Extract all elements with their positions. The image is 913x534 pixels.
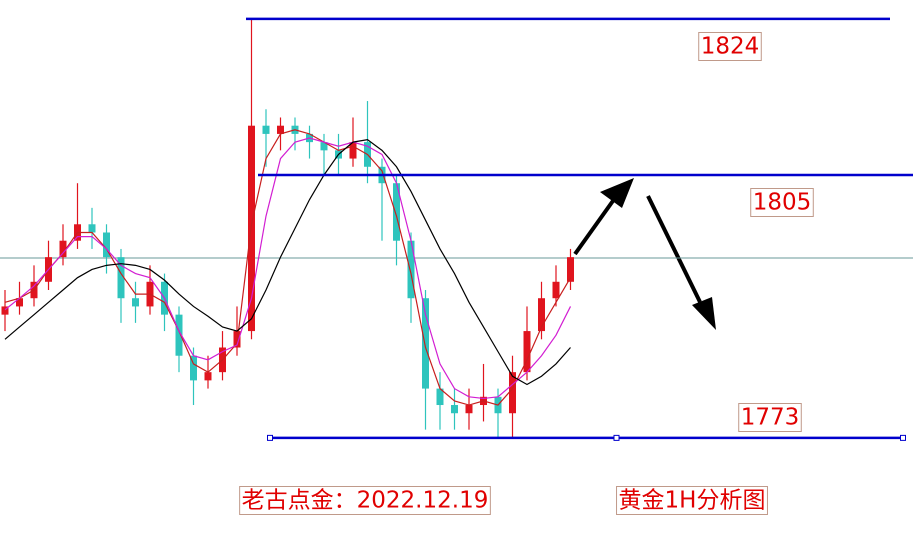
candle-body (277, 125, 284, 134)
label-box (738, 403, 802, 432)
candle-body (190, 355, 197, 381)
candle-body (552, 281, 560, 299)
caption: 黄金1H分析图 (619, 488, 766, 514)
candle-body (451, 405, 458, 414)
moving-average (4, 129, 572, 406)
candle-body (320, 142, 328, 151)
candle-body (175, 314, 183, 356)
candle-body (132, 298, 139, 307)
label-box (698, 32, 762, 61)
line-handle (900, 434, 906, 441)
candle-body (523, 331, 531, 373)
candle-body (1, 306, 9, 315)
caption: 老古点金：2022.12.19 (242, 488, 489, 514)
moving-average (4, 137, 572, 400)
candle-body (465, 405, 473, 414)
candle-body (262, 125, 270, 134)
moving-average (4, 139, 571, 386)
candle-body (509, 372, 516, 414)
candle-body (59, 240, 67, 258)
candle-body (422, 298, 429, 389)
candle-body (88, 224, 96, 233)
caption-box (239, 486, 491, 515)
arrow-down (646, 195, 702, 303)
candle-body (567, 257, 574, 282)
level-label: 1824 (701, 34, 760, 60)
label-box (750, 188, 814, 217)
level-label: 1805 (753, 190, 812, 216)
candle-body (407, 240, 415, 299)
arrows (573, 178, 716, 330)
arrow-head (692, 297, 716, 330)
candle-body (436, 388, 444, 406)
candle-body (204, 372, 212, 381)
candle-body (117, 257, 125, 299)
level-label: 1773 (741, 405, 800, 431)
candle-body (103, 232, 110, 258)
caption-box (616, 486, 768, 515)
candle-body (538, 298, 545, 332)
line-handle (267, 434, 273, 441)
candle-body (16, 298, 23, 307)
candle-body (349, 142, 357, 159)
arrow-up (573, 196, 617, 256)
arrow-head (600, 178, 634, 208)
line-handle (613, 434, 620, 441)
candle-body (393, 183, 400, 241)
